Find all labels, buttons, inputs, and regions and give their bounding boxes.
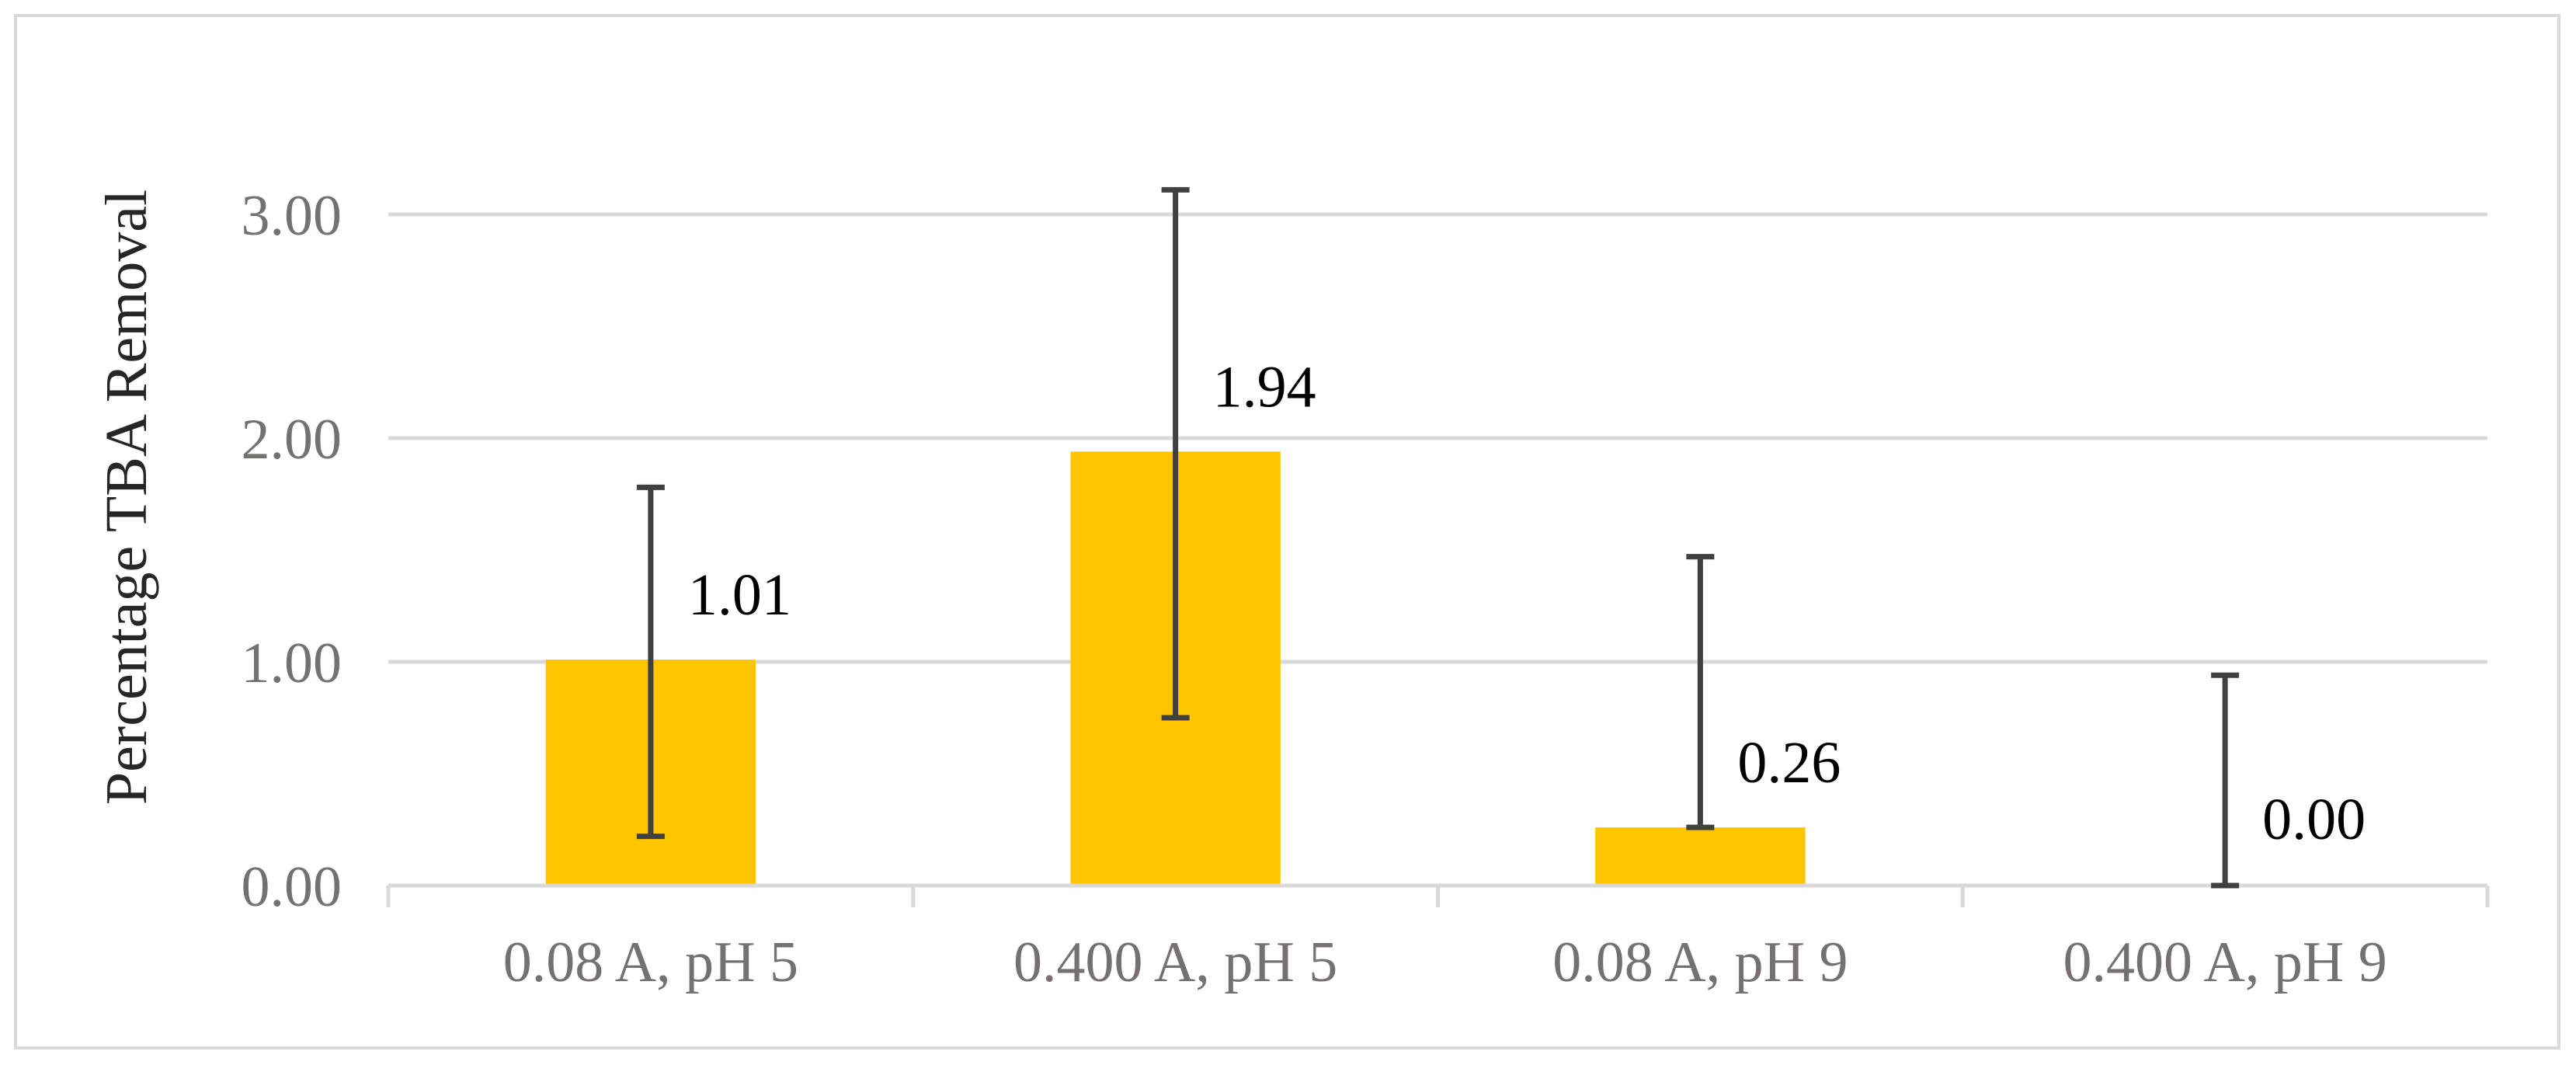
y-tick-label: 0.00	[242, 855, 342, 919]
y-tick-label: 2.00	[242, 408, 342, 472]
x-tick-labels: 0.08 A, pH 5 0.400 A, pH 5 0.08 A, pH 9 0.4…	[503, 931, 2387, 994]
x-tick-label: 0.08 A, pH 9	[1552, 931, 1848, 994]
y-tick-label: 1.00	[242, 632, 342, 695]
error-bar	[1686, 554, 1715, 830]
data-label: 1.01	[688, 562, 791, 628]
x-axis	[386, 883, 2490, 907]
x-tick-label: 0.400 A, pH 9	[2063, 931, 2387, 994]
bar	[1595, 827, 1806, 886]
error-bar	[636, 484, 665, 840]
data-label: 0.26	[1737, 730, 1841, 795]
data-labels: 1.01 1.94 0.26 0.00	[688, 354, 2366, 852]
x-tick-label: 0.08 A, pH 5	[503, 931, 798, 994]
x-tick-label: 0.400 A, pH 5	[1013, 931, 1337, 994]
y-tick-label: 3.00	[242, 184, 342, 248]
data-label: 1.94	[1213, 354, 1316, 419]
chart-frame	[14, 14, 2560, 1049]
error-bar	[1161, 186, 1190, 721]
y-tick-labels: 0.00 1.00 2.00 3.00	[242, 184, 342, 919]
y-axis-title: Percentage TBA Removal	[94, 190, 159, 805]
data-label: 0.00	[2262, 787, 2366, 852]
error-bar	[2211, 672, 2240, 889]
error-bars	[636, 186, 2240, 889]
